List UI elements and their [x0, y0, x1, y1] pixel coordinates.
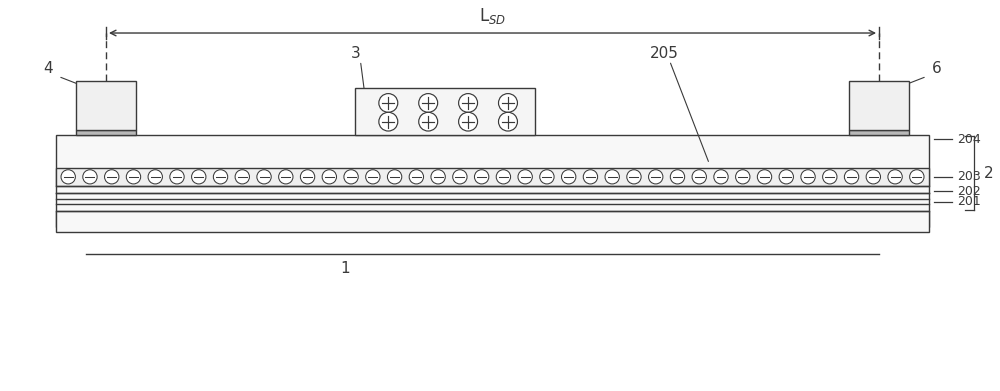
Circle shape — [518, 170, 532, 184]
Circle shape — [540, 170, 554, 184]
Circle shape — [387, 170, 402, 184]
Text: 1: 1 — [340, 260, 350, 276]
Circle shape — [888, 170, 902, 184]
Text: 204: 204 — [957, 133, 980, 146]
Circle shape — [379, 93, 398, 112]
Text: 3: 3 — [351, 46, 360, 61]
Circle shape — [844, 170, 859, 184]
Text: 202: 202 — [957, 185, 980, 197]
Circle shape — [670, 170, 685, 184]
Text: 201: 201 — [957, 196, 980, 208]
Circle shape — [823, 170, 837, 184]
Circle shape — [649, 170, 663, 184]
Circle shape — [379, 112, 398, 131]
Text: 6: 6 — [932, 61, 942, 76]
Circle shape — [627, 170, 641, 184]
Circle shape — [605, 170, 619, 184]
Circle shape — [170, 170, 184, 184]
Circle shape — [499, 93, 517, 112]
Circle shape — [801, 170, 815, 184]
Circle shape — [300, 170, 315, 184]
Circle shape — [257, 170, 271, 184]
Circle shape — [126, 170, 141, 184]
Circle shape — [714, 170, 728, 184]
Circle shape — [779, 170, 793, 184]
Circle shape — [757, 170, 772, 184]
Circle shape — [499, 112, 517, 131]
Circle shape — [474, 170, 489, 184]
Circle shape — [583, 170, 598, 184]
Circle shape — [419, 112, 438, 131]
Bar — [355, 88, 535, 135]
Text: 2: 2 — [984, 166, 993, 181]
Circle shape — [866, 170, 880, 184]
Circle shape — [279, 170, 293, 184]
Text: L$_{SD}$: L$_{SD}$ — [479, 6, 506, 26]
Circle shape — [213, 170, 228, 184]
Bar — [76, 129, 136, 135]
Bar — [56, 168, 929, 186]
Circle shape — [692, 170, 706, 184]
Circle shape — [910, 170, 924, 184]
Circle shape — [419, 93, 438, 112]
Circle shape — [496, 170, 511, 184]
Circle shape — [148, 170, 162, 184]
Circle shape — [409, 170, 424, 184]
Bar — [56, 211, 929, 232]
Circle shape — [235, 170, 249, 184]
Circle shape — [431, 170, 445, 184]
Circle shape — [453, 170, 467, 184]
Circle shape — [322, 170, 337, 184]
Circle shape — [192, 170, 206, 184]
Bar — [76, 81, 136, 129]
Text: 205: 205 — [650, 46, 679, 61]
Bar — [56, 135, 929, 227]
Text: 4: 4 — [43, 61, 53, 76]
Circle shape — [105, 170, 119, 184]
Text: 203: 203 — [957, 170, 980, 183]
Circle shape — [344, 170, 358, 184]
Bar — [849, 81, 909, 129]
Circle shape — [459, 112, 478, 131]
Circle shape — [459, 93, 478, 112]
Circle shape — [736, 170, 750, 184]
Circle shape — [61, 170, 75, 184]
Circle shape — [366, 170, 380, 184]
Circle shape — [562, 170, 576, 184]
Circle shape — [83, 170, 97, 184]
Bar — [849, 129, 909, 135]
